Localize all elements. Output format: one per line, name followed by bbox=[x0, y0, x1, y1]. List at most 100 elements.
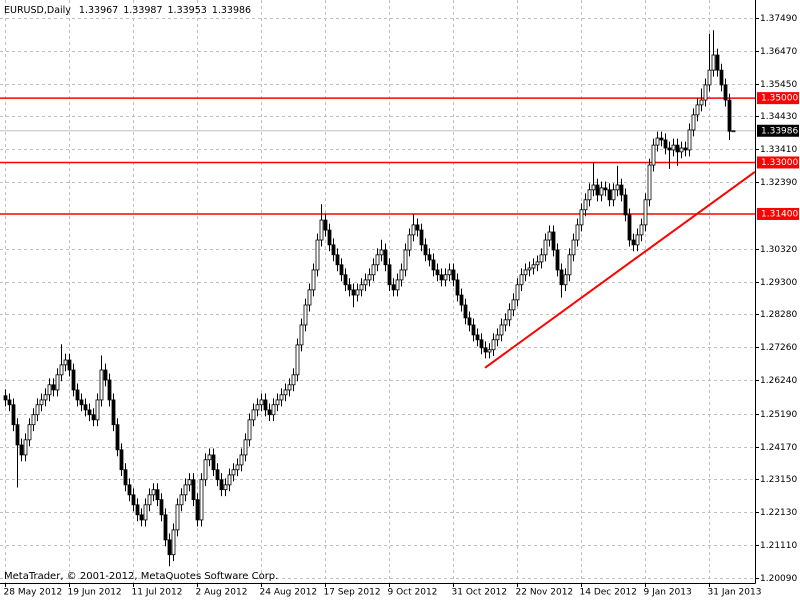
candle-body bbox=[143, 504, 148, 521]
candle-body bbox=[355, 289, 360, 296]
candle-body bbox=[535, 261, 540, 266]
candle-body bbox=[495, 334, 500, 341]
candle-body bbox=[119, 449, 124, 471]
candle-body bbox=[307, 289, 312, 306]
candle-body bbox=[83, 404, 88, 411]
candle-body bbox=[499, 324, 504, 336]
candle-body bbox=[707, 69, 712, 86]
candle-body bbox=[151, 489, 156, 496]
candle-body bbox=[347, 284, 352, 291]
candle-body bbox=[7, 399, 12, 406]
price-label: 1.33986 bbox=[761, 126, 798, 136]
last-open: 1.33967 bbox=[79, 5, 118, 16]
candle-body bbox=[339, 264, 344, 276]
candle-body bbox=[699, 99, 704, 106]
candle-body bbox=[587, 189, 592, 201]
y-tick-label: 1.26240 bbox=[760, 376, 797, 386]
candle-body bbox=[279, 394, 284, 401]
candle-body bbox=[111, 399, 116, 426]
candle-body bbox=[711, 54, 716, 71]
candle-body bbox=[459, 294, 464, 306]
chart-header: EURUSD,Daily 1.33967 1.33987 1.33953 1.33986 bbox=[4, 5, 251, 16]
candle-body bbox=[247, 419, 252, 441]
candle-body bbox=[611, 189, 616, 201]
candle-body bbox=[583, 199, 588, 211]
y-tick-label: 1.25190 bbox=[760, 410, 797, 420]
candle-body bbox=[3, 395, 8, 401]
candle-body bbox=[567, 254, 572, 276]
candle-body bbox=[651, 144, 656, 166]
candle-body bbox=[375, 254, 380, 266]
y-tick-label: 1.35450 bbox=[760, 80, 797, 90]
candle-body bbox=[27, 424, 32, 441]
y-tick-label: 1.36470 bbox=[760, 47, 797, 57]
x-tick-label: 9 Oct 2012 bbox=[388, 588, 438, 598]
candle-body bbox=[679, 147, 684, 153]
candle-body bbox=[263, 399, 268, 411]
candle-body bbox=[555, 249, 560, 271]
candle-body bbox=[187, 479, 192, 486]
x-tick-label: 31 Jan 2013 bbox=[708, 588, 762, 598]
x-tick-label: 28 May 2012 bbox=[4, 588, 63, 598]
level-label: 1.35000 bbox=[761, 94, 798, 104]
price-label-box bbox=[757, 124, 799, 137]
candle-body bbox=[319, 219, 324, 241]
candle-body bbox=[399, 269, 404, 281]
y-tick-label: 1.21110 bbox=[760, 541, 797, 551]
candle-body bbox=[675, 144, 680, 153]
level-label: 1.33000 bbox=[761, 158, 798, 168]
last-low: 1.33953 bbox=[168, 5, 207, 16]
candle-body bbox=[63, 359, 68, 366]
candle-body bbox=[507, 309, 512, 321]
candle-body bbox=[139, 514, 144, 521]
candle-body bbox=[687, 129, 692, 151]
candle-body bbox=[379, 249, 384, 256]
candle-body bbox=[55, 374, 60, 391]
candle-body bbox=[727, 99, 732, 132]
candle-body bbox=[255, 404, 260, 411]
candle-body bbox=[343, 274, 348, 286]
candle-body bbox=[123, 469, 128, 486]
candle-body bbox=[367, 274, 372, 281]
candle-body bbox=[719, 69, 724, 86]
candle-body bbox=[15, 424, 20, 446]
candle-body bbox=[559, 269, 564, 286]
candle-body bbox=[131, 494, 136, 506]
candle-body bbox=[223, 484, 228, 491]
candle-body bbox=[415, 224, 420, 231]
footer: MetaTrader, © 2001-2012, MetaQuotes Soft… bbox=[4, 571, 278, 582]
candle-body bbox=[471, 324, 476, 336]
candle-body bbox=[235, 464, 240, 471]
level-label: 1.31400 bbox=[761, 209, 798, 219]
candle-body bbox=[403, 249, 408, 271]
candle-body bbox=[571, 239, 576, 256]
candle-body bbox=[107, 379, 112, 401]
candle-body bbox=[359, 284, 364, 291]
candle-body bbox=[387, 264, 392, 286]
candle-body bbox=[43, 394, 48, 401]
candle-body bbox=[591, 184, 596, 191]
x-tick-label: 24 Aug 2012 bbox=[260, 588, 318, 598]
candle-body bbox=[671, 144, 676, 151]
y-tick-label: 1.32390 bbox=[760, 178, 797, 188]
y-tick-label: 1.29300 bbox=[760, 278, 797, 288]
candle-body bbox=[423, 244, 428, 256]
candle-body bbox=[539, 254, 544, 263]
candle-body bbox=[455, 279, 460, 296]
candle-body bbox=[155, 489, 160, 501]
candle-body bbox=[615, 184, 620, 191]
candle-body bbox=[251, 409, 256, 421]
candle-body bbox=[731, 130, 736, 133]
candle-body bbox=[23, 439, 28, 456]
candle-body bbox=[639, 224, 644, 236]
y-tick-label: 1.20090 bbox=[760, 574, 797, 584]
y-tick-label: 1.30320 bbox=[760, 245, 797, 255]
candle-body bbox=[227, 474, 232, 486]
candle-body bbox=[115, 424, 120, 451]
candle-body bbox=[351, 289, 356, 296]
candle-body bbox=[511, 299, 516, 311]
candle-body bbox=[715, 54, 720, 71]
candle-body bbox=[463, 304, 468, 319]
